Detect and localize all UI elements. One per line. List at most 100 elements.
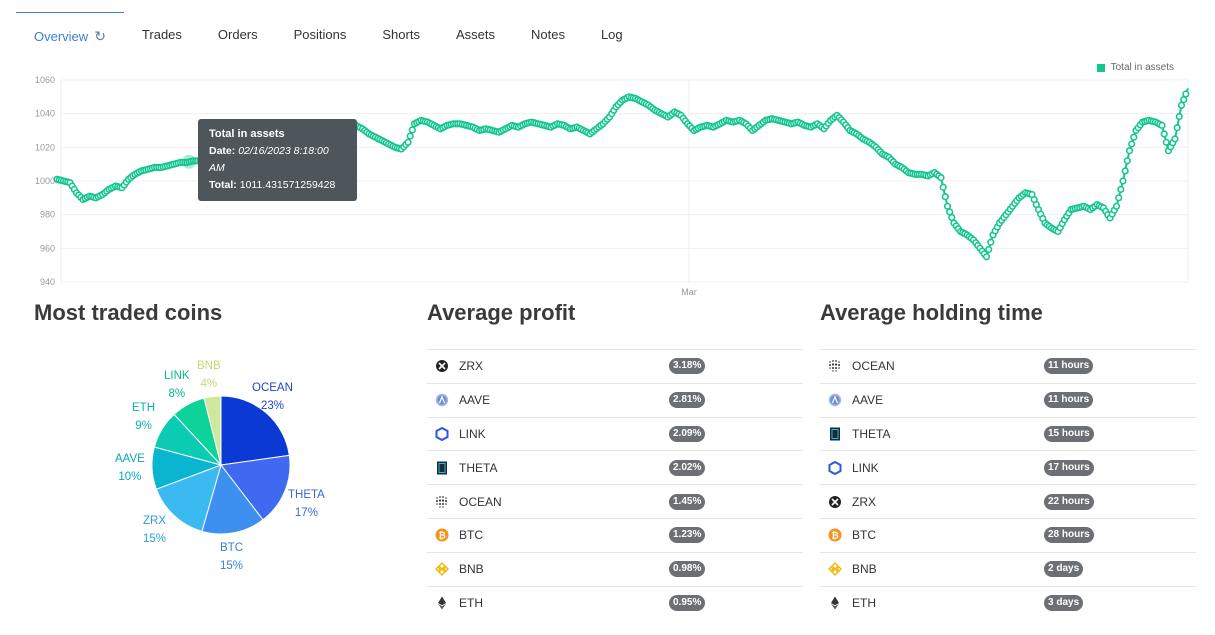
refresh-icon[interactable]: ↻ xyxy=(94,28,106,44)
pie-slice-ocean xyxy=(220,395,290,466)
tab-trades[interactable]: Trades xyxy=(141,27,182,42)
pie-slice-zrx xyxy=(155,464,222,532)
series-point xyxy=(406,132,414,140)
series-point xyxy=(985,245,993,254)
bnb-icon xyxy=(435,562,449,577)
coin-name: BTC xyxy=(459,528,483,543)
chart-legend[interactable]: Total in assets xyxy=(1096,62,1174,73)
svg-text:₿: ₿ xyxy=(438,531,445,542)
list-item[interactable]: OCEAN 11 hours xyxy=(820,349,1196,383)
series-point xyxy=(1158,121,1166,129)
eth-icon xyxy=(435,596,449,610)
value-badge: 1.23% xyxy=(669,527,706,544)
avg-profit-title: Average profit xyxy=(427,300,576,325)
tab-assets[interactable]: Assets xyxy=(455,27,495,42)
coin-name: THETA xyxy=(852,426,891,441)
coin-name: ZRX xyxy=(459,359,483,374)
coin-name: THETA xyxy=(459,460,498,475)
y-tick-label: 1040 xyxy=(35,109,55,119)
tooltip-total-label: Total: xyxy=(209,179,237,191)
series-point xyxy=(1180,95,1188,104)
tab-notes[interactable]: Notes xyxy=(530,27,565,42)
series-point xyxy=(943,202,952,210)
list-item[interactable]: LINK 2.09% xyxy=(427,416,803,451)
list-item[interactable]: BNB 2 days xyxy=(820,551,1196,586)
tab-overview[interactable]: Overview ↻ xyxy=(16,12,124,46)
chart-tooltip: Total in assets Date: 02/16/2023 8:18:00… xyxy=(198,119,357,201)
y-tick-label: 980 xyxy=(40,210,55,220)
list-item[interactable]: ETH 3 days xyxy=(820,585,1196,620)
tooltip-date: 02/16/2023 8:18:00 AM xyxy=(209,145,329,174)
tab-log[interactable]: Log xyxy=(600,27,623,42)
value-badge: 11 hours xyxy=(1044,392,1094,409)
coin-name: ETH xyxy=(459,595,483,610)
tab-positions[interactable]: Positions xyxy=(293,27,347,42)
list-item[interactable]: AAVE 11 hours xyxy=(820,382,1196,417)
list-item[interactable]: ETH 0.95% xyxy=(427,585,803,620)
most-traded-pie: OCEAN 23% THETA 17% BTC 15% ZRX 15% AAVE 10% … xyxy=(100,345,360,595)
list-item[interactable]: ZRX 22 hours xyxy=(820,484,1196,518)
value-badge: 0.95% xyxy=(669,594,706,611)
avg-holding-list: OCEAN 11 hours AAVE 11 hours THETA 15 hours LI… xyxy=(820,349,1196,619)
pie-chart[interactable] xyxy=(100,345,360,595)
tooltip-date-label: Date: xyxy=(209,145,236,157)
series-point xyxy=(1119,177,1127,185)
series-point xyxy=(1125,147,1134,155)
coin-name: AAVE xyxy=(459,393,491,408)
series-point xyxy=(1117,185,1125,193)
list-item[interactable]: ZRX 3.18% xyxy=(427,349,803,383)
avg-profit-list: ZRX 3.18% AAVE 2.81% LINK 2.09% THETA 2.02% OCEA… xyxy=(427,349,803,619)
zrx-icon xyxy=(828,495,842,509)
list-item[interactable]: THETA 15 hours xyxy=(820,416,1196,451)
assets-line-chart[interactable]: 1060 1040 1020 1000 980 960 940 Mar xyxy=(0,58,1215,303)
list-item[interactable]: THETA 2.02% xyxy=(427,450,803,484)
series-point xyxy=(1130,133,1138,141)
list-item[interactable]: ₿ BTC 28 hours xyxy=(820,517,1196,552)
coin-name: OCEAN xyxy=(852,359,895,374)
list-item[interactable]: BNB 0.98% xyxy=(427,551,803,586)
series-point xyxy=(408,126,416,134)
list-item[interactable]: ₿ BTC 1.23% xyxy=(427,517,803,552)
assets-chart[interactable]: 1060 1040 1020 1000 980 960 940 Mar Total in as… xyxy=(0,58,1215,303)
pie-label-eth: ETH 9% xyxy=(132,402,155,432)
y-tick-label: 960 xyxy=(40,243,55,253)
list-item[interactable]: OCEAN 1.45% xyxy=(427,484,803,518)
link-icon xyxy=(435,426,449,441)
btc-icon: ₿ xyxy=(828,528,842,542)
hover-point xyxy=(182,154,196,169)
series-point xyxy=(987,238,995,246)
pie-label-link: LINK 8% xyxy=(164,370,190,400)
coin-name: ETH xyxy=(852,595,876,610)
btc-icon: ₿ xyxy=(435,528,449,542)
series-point xyxy=(1115,194,1123,202)
tooltip-total: 1011.431571259428 xyxy=(239,179,336,191)
value-badge: 2.09% xyxy=(669,425,706,442)
series-point xyxy=(1160,130,1168,138)
tab-shorts[interactable]: Shorts xyxy=(382,27,420,42)
value-badge: 2.02% xyxy=(669,459,706,476)
series-point xyxy=(982,253,991,261)
list-item[interactable]: AAVE 2.81% xyxy=(427,382,803,417)
aave-icon xyxy=(435,393,449,407)
list-item[interactable]: LINK 17 hours xyxy=(820,450,1196,484)
series-point xyxy=(948,213,956,222)
legend-label: Total in assets xyxy=(1110,62,1174,73)
series-point xyxy=(1123,157,1131,165)
series-point xyxy=(941,193,949,201)
coin-name: AAVE xyxy=(852,393,884,408)
ocean-icon xyxy=(435,495,449,509)
series-point xyxy=(1177,101,1186,109)
tab-orders[interactable]: Orders xyxy=(217,27,258,42)
value-badge: 11 hours xyxy=(1044,358,1094,375)
series-point xyxy=(1182,90,1190,98)
coin-name: ZRX xyxy=(852,494,876,509)
value-badge: 15 hours xyxy=(1044,425,1094,442)
series-point xyxy=(1162,138,1170,146)
series-point xyxy=(1128,140,1136,148)
value-badge: 2.81% xyxy=(669,392,706,409)
tooltip-title: Total in assets xyxy=(209,128,285,140)
value-badge: 0.98% xyxy=(669,561,706,578)
value-badge: 3 days xyxy=(1044,594,1084,611)
value-badge: 28 hours xyxy=(1044,527,1094,544)
series-point xyxy=(1173,124,1181,132)
